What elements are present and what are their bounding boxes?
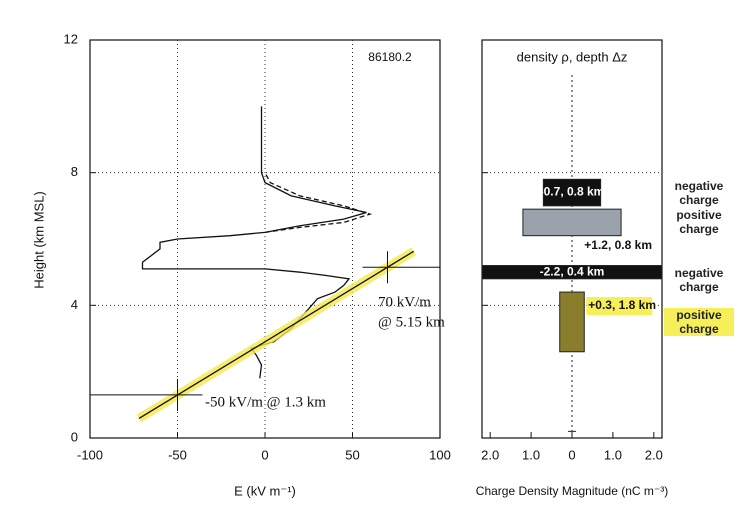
- x-axis-label: Charge Density Magnitude (nC m⁻³): [476, 484, 668, 498]
- charge-type-label: positive charge: [664, 307, 734, 336]
- y-tick-label: 0: [71, 429, 78, 444]
- bar-label: +1.2, 0.8 km: [584, 238, 652, 252]
- x-tick-label: -50: [168, 447, 187, 462]
- charge-bar: [559, 291, 585, 353]
- x-tick-label: 0: [568, 447, 575, 462]
- profile-line: [141, 106, 367, 379]
- x-tick-label: 1.0: [604, 447, 622, 462]
- bar-label: +0.3, 1.8 km: [588, 298, 656, 312]
- x-axis-label: E (kV m⁻¹): [234, 483, 296, 498]
- panel-title: density ρ, depth Δz: [517, 49, 628, 64]
- bar-label: -2.2, 0.4 km: [540, 264, 605, 278]
- charge-type-label: negative charge: [674, 266, 724, 295]
- annotation: -50 kV/m @ 1.3 km: [205, 394, 326, 410]
- plot-frame: [89, 39, 441, 439]
- charge-type-label: positive charge: [676, 208, 722, 237]
- label-highlight: [586, 297, 653, 316]
- y-tick-label: 12: [64, 31, 78, 46]
- annotation: 86180.2: [368, 50, 412, 64]
- profile-line: [138, 250, 415, 419]
- x-tick-label: 0: [261, 447, 268, 462]
- x-tick-label: 100: [429, 447, 451, 462]
- charge-bar: [542, 178, 602, 207]
- model-line: [264, 172, 373, 234]
- bar-label: -0.7, 0.8 km: [540, 185, 605, 199]
- charge-type-label: negative charge: [674, 178, 724, 207]
- x-tick-label: 2.0: [645, 447, 663, 462]
- y-tick-label: 4: [71, 297, 78, 312]
- x-tick-label: 50: [345, 447, 359, 462]
- annotation: 70 kV/m: [378, 294, 431, 310]
- x-tick-label: 1.0: [522, 447, 540, 462]
- y-tick-label: 8: [71, 164, 78, 179]
- charge-bar: [522, 208, 622, 237]
- charge-bar: [481, 265, 663, 280]
- y-axis-label: Height (km MSL): [31, 191, 46, 289]
- annotation: @ 5.15 km: [378, 314, 445, 330]
- x-tick-label: -100: [77, 447, 103, 462]
- x-tick-label: 2.0: [481, 447, 499, 462]
